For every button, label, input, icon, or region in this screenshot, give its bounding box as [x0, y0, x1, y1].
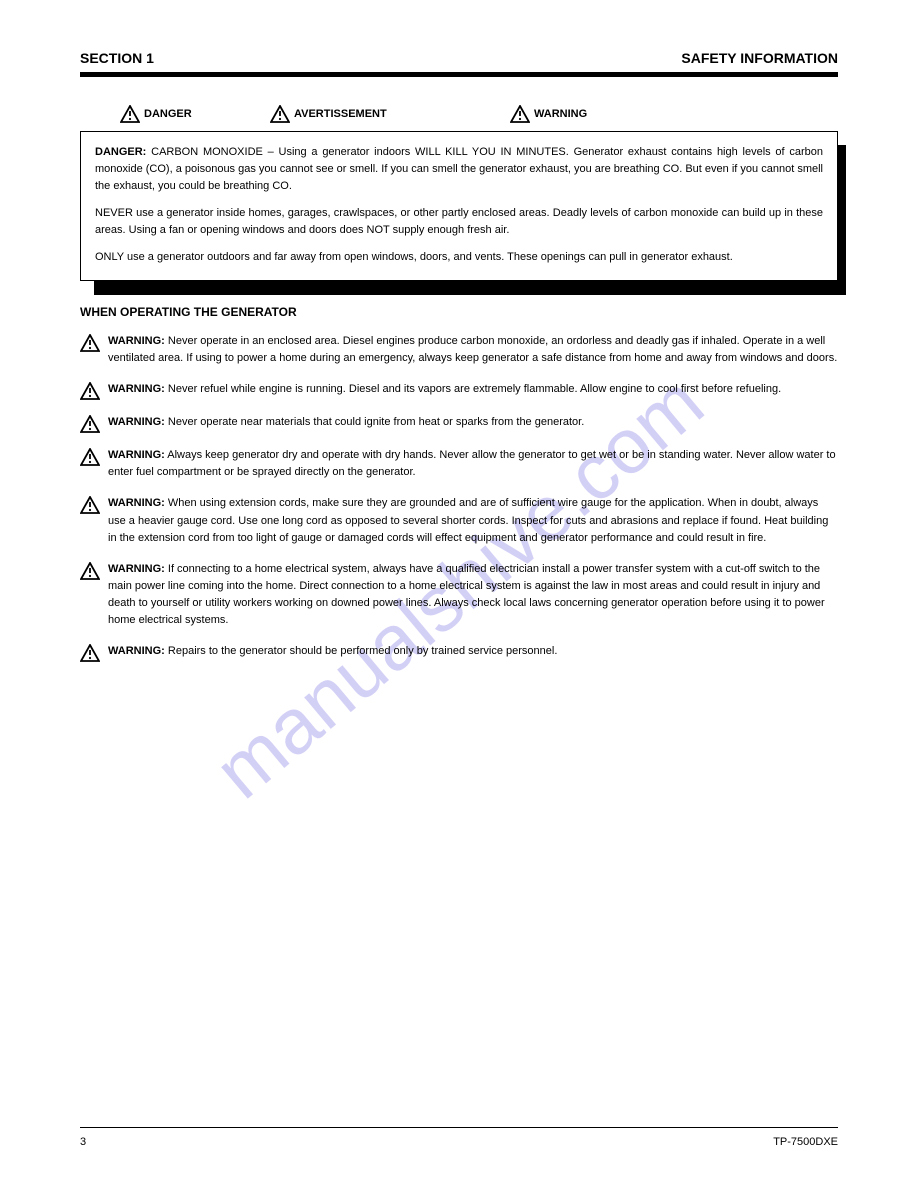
danger-box-p1: DANGER: CARBON MONOXIDE – Using a genera… [95, 144, 823, 195]
warning-label-text: AVERTISSEMENT [294, 108, 387, 120]
warning-label-danger: DANGER [120, 105, 270, 123]
warning-triangle-icon [80, 334, 100, 352]
warning-triangle-icon [120, 105, 140, 123]
header-title: SAFETY INFORMATION [681, 50, 838, 66]
warning-bullet-list: WARNING: Never operate in an enclosed ar… [80, 333, 838, 662]
page-number: 3 [80, 1136, 86, 1148]
warning-triangle-icon [80, 496, 100, 514]
warning-bullet-item: WARNING: Always keep generator dry and o… [80, 447, 838, 481]
warning-bullet-text: WARNING: Never refuel while engine is ru… [108, 381, 838, 398]
warning-bullet-text: WARNING: Always keep generator dry and o… [108, 447, 838, 481]
warning-label-text: DANGER [144, 108, 192, 120]
warning-triangle-icon [80, 644, 100, 662]
warning-bullet-item: WARNING: If connecting to a home electri… [80, 561, 838, 629]
model-number: TP-7500DXE [773, 1136, 838, 1148]
warning-triangle-icon [80, 562, 100, 580]
warning-triangle-icon [80, 448, 100, 466]
warning-triangle-icon [270, 105, 290, 123]
danger-box-p3: ONLY use a generator outdoors and far aw… [95, 249, 823, 266]
danger-box-p2: NEVER use a generator inside homes, gara… [95, 205, 823, 239]
warning-triangle-icon [80, 415, 100, 433]
warning-bullet-item: WARNING: Never operate in an enclosed ar… [80, 333, 838, 367]
warning-bullet-text: WARNING: If connecting to a home electri… [108, 561, 838, 629]
warning-triangle-icon [80, 382, 100, 400]
danger-box-container: DANGER: CARBON MONOXIDE – Using a genera… [80, 131, 838, 281]
danger-box: DANGER: CARBON MONOXIDE – Using a genera… [80, 131, 838, 281]
header-section-label: SECTION 1 [80, 50, 154, 66]
warning-bullet-text: WARNING: Never operate in an enclosed ar… [108, 333, 838, 367]
page-header: SECTION 1 SAFETY INFORMATION [80, 50, 838, 66]
warning-label-text: WARNING [534, 108, 587, 120]
warning-bullet-text: WARNING: Repairs to the generator should… [108, 643, 838, 660]
warning-label-warning: WARNING [510, 105, 710, 123]
warning-label-avertissement: AVERTISSEMENT [270, 105, 510, 123]
footer-rule [80, 1127, 838, 1128]
warning-bullet-item: WARNING: Never operate near materials th… [80, 414, 838, 433]
warning-bullet-text: WARNING: When using extension cords, mak… [108, 495, 838, 546]
warning-bullet-item: WARNING: Never refuel while engine is ru… [80, 381, 838, 400]
section-heading: WHEN OPERATING THE GENERATOR [80, 305, 838, 319]
warning-bullet-item: WARNING: Repairs to the generator should… [80, 643, 838, 662]
page-footer: 3 TP-7500DXE [80, 1127, 838, 1148]
warning-bullet-item: WARNING: When using extension cords, mak… [80, 495, 838, 546]
warning-labels-row: DANGER AVERTISSEMENT WARNING [80, 105, 838, 123]
warning-triangle-icon [510, 105, 530, 123]
header-rule [80, 72, 838, 77]
warning-bullet-text: WARNING: Never operate near materials th… [108, 414, 838, 431]
